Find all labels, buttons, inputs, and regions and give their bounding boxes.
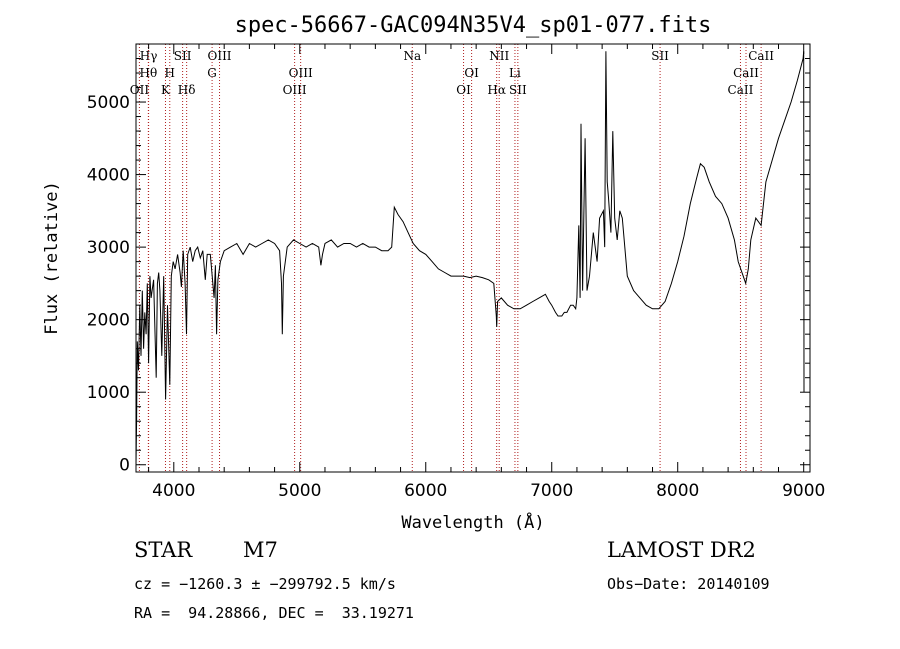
spectral-line-label: Li [509,66,521,80]
x-axis-label: Wavelength (Å) [401,511,544,533]
y-tick-label: 0 [119,456,130,476]
y-tick-label: 4000 [87,166,130,186]
spectral-line-label: Hδ [178,83,196,97]
spectral-line-label: H [165,66,175,80]
y-tick-label: 2000 [87,311,130,331]
spectral-line-label: CaII [733,66,759,80]
y-tick-label: 3000 [87,238,130,258]
object-class: STAR [134,538,193,562]
spectral-line-label: OII [130,83,150,97]
spectrum-line [135,51,805,465]
x-tick-label: 8000 [656,481,699,501]
x-tick-label: 4000 [152,481,195,501]
plot-frame [135,43,811,473]
spectral-line-label: CaII [728,83,754,97]
spectral-line-label: OIII [283,83,307,97]
obs-date-text: Obs−Date: 20140109 [607,575,770,593]
chart-title: spec-56667-GAC094N35V4_sp01-077.fits [235,13,712,38]
spectral-line-label: SII [651,49,669,63]
spectral-line-label: OI [456,83,471,97]
x-tick-label: 6000 [404,481,447,501]
spectral-line-label: OIII [289,66,313,80]
survey-label: LAMOST DR2 [607,538,756,562]
spectral-line-label: Na [403,49,421,63]
x-tick-label: 7000 [530,481,573,501]
spectral-line-label: CaII [748,49,774,63]
spectral-line-label: NII [489,49,509,63]
spectral-line-label: G [207,66,217,80]
y-tick-label: 1000 [87,383,130,403]
y-tick-label: 5000 [87,93,130,113]
spectral-line-label: Hα [487,83,506,97]
spectral-line-label: SII [509,83,527,97]
spectral-line-label: K [161,83,171,97]
spectral-line-label: OI [464,66,479,80]
spectral-line-label: Hθ [139,66,157,80]
x-tick-label: 9000 [782,481,825,501]
spectral-line-label: SII [174,49,192,63]
x-tick-label: 5000 [278,481,321,501]
redshift-text: cz = −1260.3 ± −299792.5 km/s [134,575,396,593]
object-subclass: M7 [243,538,278,562]
y-axis-label: Flux (relative) [42,181,62,335]
spectral-line-label: OIII [207,49,231,63]
coords-text: RA = 94.28866, DEC = 33.19271 [134,604,414,622]
